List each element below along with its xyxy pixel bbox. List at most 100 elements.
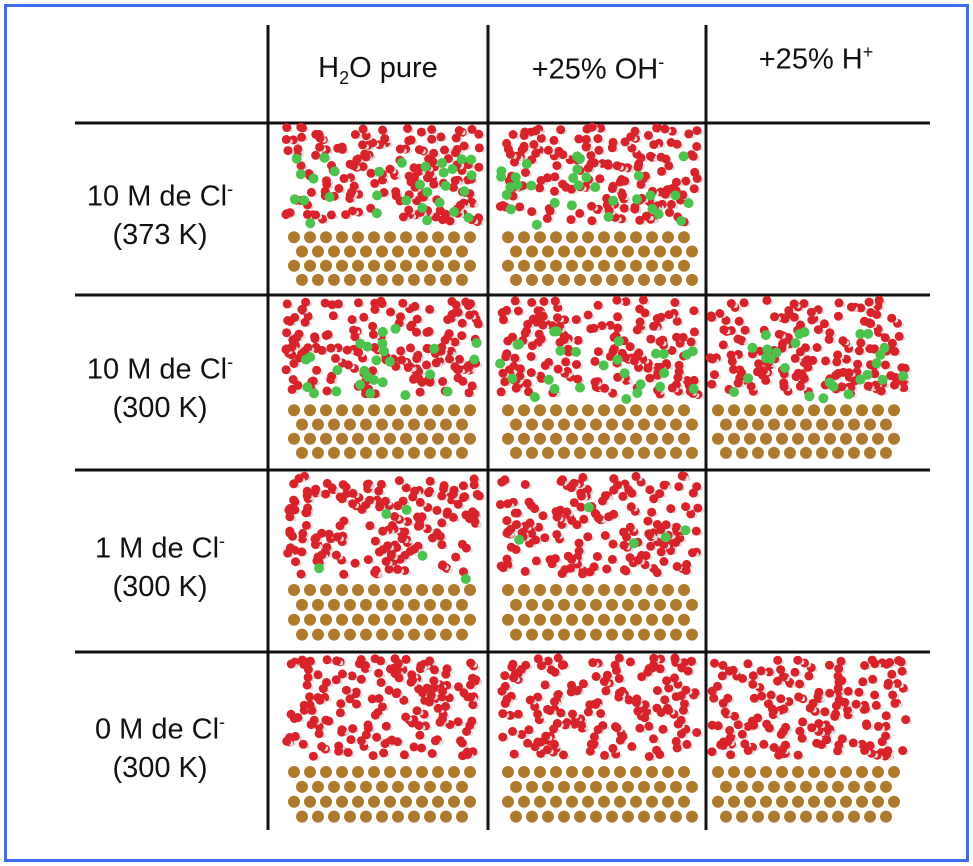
metal-atom [816, 810, 828, 823]
metal-atom [408, 418, 420, 431]
metal-atom [606, 598, 618, 611]
oxygen [570, 719, 579, 729]
metal-atom [448, 766, 460, 778]
oxygen [755, 346, 765, 356]
metal-atom [832, 780, 844, 793]
oxygen [374, 694, 384, 703]
metal-atom [336, 432, 348, 445]
oxygen [593, 725, 603, 735]
metal-atom [670, 810, 682, 823]
oxygen [581, 142, 591, 152]
oxygen [657, 166, 667, 176]
oxygen [571, 315, 581, 325]
metal-atom [678, 795, 690, 808]
oxygen [692, 728, 702, 737]
metal-atom [352, 584, 364, 596]
oxygen [363, 555, 373, 565]
oxygen [734, 316, 744, 326]
oxygen [887, 313, 897, 323]
metal-atom [558, 273, 570, 286]
oxygen [347, 671, 357, 681]
metal-atom [542, 780, 554, 793]
chloride [575, 153, 585, 164]
metal-atom [752, 418, 764, 431]
oxygen [877, 737, 887, 747]
metal-atom [566, 404, 578, 417]
oxygen [529, 140, 539, 149]
oxygen [345, 694, 355, 704]
oxygen [354, 298, 363, 308]
oxygen [656, 708, 666, 717]
oxygen [315, 142, 325, 152]
oxygen [840, 697, 850, 707]
row-label: 1 M de Cl- (300 K) [60, 522, 260, 606]
metal-atom [784, 810, 796, 823]
metal-atom [502, 766, 514, 778]
metal-atom [686, 598, 698, 611]
chloride [651, 348, 661, 359]
oxygen [303, 672, 313, 682]
chloride [855, 374, 866, 385]
oxygen [535, 183, 545, 193]
oxygen [297, 132, 307, 142]
metal-atom [816, 446, 828, 459]
metal-atom [614, 795, 626, 808]
oxygen [869, 344, 879, 354]
oxygen [473, 319, 483, 329]
oxygen [348, 499, 358, 509]
oxygen [359, 312, 369, 322]
chloride [309, 388, 319, 399]
metal-atom [296, 598, 308, 611]
chloride [680, 525, 691, 536]
metal-atom [582, 404, 594, 417]
metal-atom [638, 446, 650, 459]
oxygen [678, 705, 688, 715]
chloride [417, 202, 428, 213]
oxygen [848, 738, 858, 748]
oxygen [474, 129, 484, 139]
oxygen [441, 669, 451, 679]
chloride [619, 368, 630, 379]
oxygen [415, 497, 425, 507]
oxygen [579, 514, 589, 524]
metal-atom [456, 273, 468, 286]
oxygen [577, 491, 586, 501]
chloride [417, 550, 428, 561]
metal-atom [550, 259, 562, 272]
oxygen [507, 662, 517, 672]
oxygen [531, 535, 541, 545]
oxygen [512, 508, 522, 518]
metal-atom [792, 432, 804, 445]
row-label: 0 M de Cl- (300 K) [60, 703, 260, 787]
metal-atom [614, 766, 626, 778]
oxygen [351, 689, 361, 699]
metal-atom [720, 418, 732, 431]
metal-atom [456, 628, 468, 641]
oxygen [424, 326, 434, 336]
oxygen [549, 135, 559, 145]
condition: (300 K) [112, 391, 208, 424]
oxygen [720, 707, 730, 717]
oxygen [873, 301, 883, 311]
metal-atom [848, 446, 860, 459]
oxygen [337, 494, 347, 504]
metal-atom [376, 446, 388, 459]
oxygen [682, 739, 692, 749]
metal-atom [646, 795, 658, 808]
oxygen [778, 744, 787, 754]
metal-atom [416, 795, 428, 808]
chloride [804, 391, 815, 402]
metal-atom [752, 780, 764, 793]
oxygen [671, 523, 681, 532]
metal-atom [614, 584, 626, 596]
superscript: + [862, 42, 874, 62]
oxygen [881, 360, 890, 370]
metal-atom [368, 259, 380, 272]
oxygen [430, 665, 439, 675]
oxygen [427, 134, 437, 144]
oxygen [649, 494, 659, 504]
metal-atom [622, 418, 634, 431]
oxygen [383, 541, 393, 551]
metal-atom [510, 628, 522, 641]
oxygen [687, 656, 696, 666]
